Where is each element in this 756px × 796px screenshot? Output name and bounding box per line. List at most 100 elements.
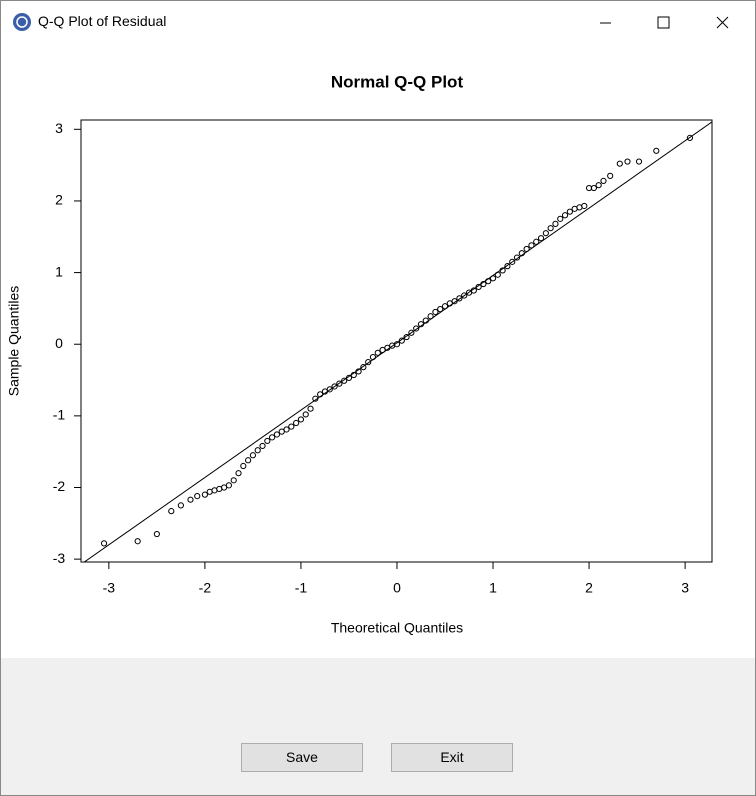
- point: [225, 482, 233, 489]
- point: [153, 530, 160, 538]
- point: [273, 431, 281, 438]
- x-tick-label: -2: [199, 580, 212, 596]
- title-icons: [13, 13, 729, 31]
- point: [408, 329, 415, 336]
- point: [528, 242, 535, 249]
- point: [307, 405, 314, 412]
- save-button[interactable]: Save: [241, 743, 363, 772]
- point: [417, 321, 425, 328]
- point: [470, 287, 477, 294]
- point: [312, 395, 319, 402]
- point: [489, 275, 497, 282]
- point: [283, 426, 290, 433]
- point: [513, 254, 521, 261]
- point: [441, 303, 449, 310]
- point: [590, 184, 597, 192]
- point: [475, 283, 482, 291]
- point: [249, 452, 257, 459]
- app-icon-ring: [16, 16, 28, 28]
- x-axis-label: Theoretical Quantiles: [331, 620, 463, 636]
- x-tick-label: -3: [103, 580, 116, 596]
- point: [461, 292, 468, 299]
- point: [269, 434, 276, 441]
- exit-button[interactable]: Exit: [391, 743, 513, 772]
- point: [134, 538, 141, 545]
- y-tick-label: 1: [55, 263, 63, 279]
- title-bar: Q-Q Plot of Residual: [1, 1, 755, 41]
- point: [653, 147, 660, 154]
- point: [485, 278, 492, 285]
- point: [100, 540, 108, 547]
- point: [331, 383, 338, 390]
- point: [437, 306, 444, 313]
- point: [494, 271, 501, 278]
- point: [254, 447, 261, 454]
- y-tick-label: -2: [53, 478, 66, 494]
- point: [523, 245, 530, 253]
- point: [547, 225, 554, 232]
- x-tick-label: 2: [585, 580, 593, 596]
- point: [509, 258, 516, 265]
- point: [393, 341, 401, 348]
- point: [552, 220, 559, 227]
- point: [317, 391, 324, 398]
- x-tick-label: 0: [393, 580, 401, 596]
- point: [422, 317, 429, 324]
- y-axis-label: Sample Quantiles: [6, 286, 22, 397]
- point: [187, 496, 194, 503]
- point: [259, 442, 266, 450]
- point: [398, 337, 405, 344]
- y-tick-label: 0: [55, 335, 63, 351]
- point: [264, 437, 271, 445]
- point: [518, 250, 525, 257]
- point: [230, 477, 237, 484]
- point: [566, 208, 573, 215]
- point: [607, 172, 614, 179]
- point: [624, 158, 631, 165]
- point: [345, 374, 353, 381]
- point: [177, 502, 184, 509]
- point: [557, 215, 564, 222]
- point: [451, 298, 458, 305]
- point: [635, 158, 643, 165]
- point: [427, 313, 434, 320]
- point: [336, 380, 343, 387]
- point: [369, 354, 377, 361]
- point: [350, 371, 357, 379]
- point: [581, 202, 588, 210]
- maximize-button[interactable]: [657, 16, 670, 29]
- point: [201, 491, 208, 498]
- plot-panel: [1, 41, 755, 658]
- point: [374, 349, 381, 356]
- point: [297, 416, 305, 423]
- y-tick-label: 3: [55, 120, 63, 136]
- point: [403, 333, 410, 341]
- point: [302, 411, 309, 418]
- point: [365, 359, 372, 366]
- point: [595, 182, 602, 189]
- point: [245, 457, 252, 464]
- point: [240, 462, 247, 470]
- reference-line: [83, 121, 712, 562]
- close-button[interactable]: [716, 16, 729, 29]
- x-tick-label: 3: [681, 580, 689, 596]
- y-tick-label: -1: [53, 407, 66, 423]
- point: [537, 235, 545, 242]
- point: [432, 308, 439, 316]
- point: [360, 364, 367, 371]
- point: [355, 368, 362, 375]
- point: [499, 267, 506, 274]
- point: [326, 386, 333, 393]
- point: [504, 263, 511, 270]
- point: [341, 377, 348, 384]
- plot-frame: [80, 119, 713, 563]
- point: [235, 470, 242, 477]
- chart: Normal Q-Q Plot Theoretical Quantiles Sa…: [6, 72, 713, 636]
- y-tick-label: -3: [53, 550, 66, 566]
- point: [293, 419, 300, 427]
- point: [686, 134, 694, 142]
- app-icon: [13, 13, 31, 31]
- point: [168, 508, 175, 515]
- point: [561, 212, 569, 219]
